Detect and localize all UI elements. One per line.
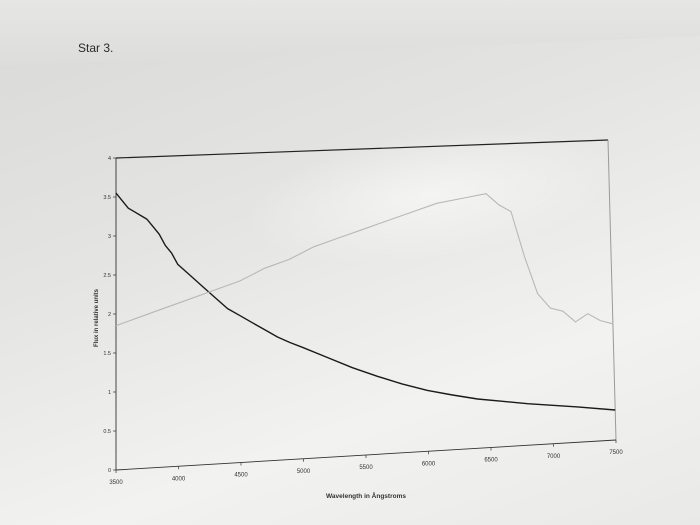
x-tick-label: 7000 bbox=[547, 454, 561, 460]
x-axis-ticks: 3500 4000 4500 5000 5500 6000 6500 7000 7500 bbox=[109, 440, 623, 486]
y-axis-ticks: 0 0.5 1 1.5 2 2.5 3 3.5 4 bbox=[103, 156, 116, 474]
series-layer bbox=[115, 192, 616, 411]
y-tick-label: 0 bbox=[108, 468, 111, 474]
dark-spectrum-line bbox=[115, 192, 616, 411]
y-tick-label: 3 bbox=[108, 234, 111, 240]
x-tick-label: 5000 bbox=[297, 469, 311, 475]
x-axis-label: Wavelength in Ångstroms bbox=[326, 491, 406, 500]
page-title: Star 3. bbox=[78, 41, 114, 55]
plot-right-border bbox=[607, 139, 617, 441]
faint-spectrum-line bbox=[115, 193, 614, 327]
x-tick-label: 3500 bbox=[109, 480, 123, 486]
x-tick-label: 5500 bbox=[359, 465, 373, 471]
y-tick-label: 3.5 bbox=[103, 195, 111, 201]
plot-frame bbox=[115, 139, 617, 471]
y-axis-label: Flux in relative units bbox=[94, 288, 100, 347]
y-tick-label: 2.5 bbox=[103, 273, 111, 279]
x-tick-label: 7500 bbox=[609, 450, 623, 456]
y-tick-label: 2 bbox=[108, 312, 111, 318]
y-tick-label: 1.5 bbox=[103, 351, 111, 357]
y-tick-label: 4 bbox=[108, 156, 111, 162]
x-tick-label: 6500 bbox=[484, 458, 498, 464]
y-tick-label: 0.5 bbox=[103, 429, 111, 435]
y-tick-label: 1 bbox=[108, 390, 111, 396]
x-tick-label: 4000 bbox=[172, 476, 186, 482]
plot-top-border bbox=[115, 139, 609, 159]
x-tick-label: 4500 bbox=[234, 473, 248, 479]
x-tick-label: 6000 bbox=[422, 461, 436, 467]
